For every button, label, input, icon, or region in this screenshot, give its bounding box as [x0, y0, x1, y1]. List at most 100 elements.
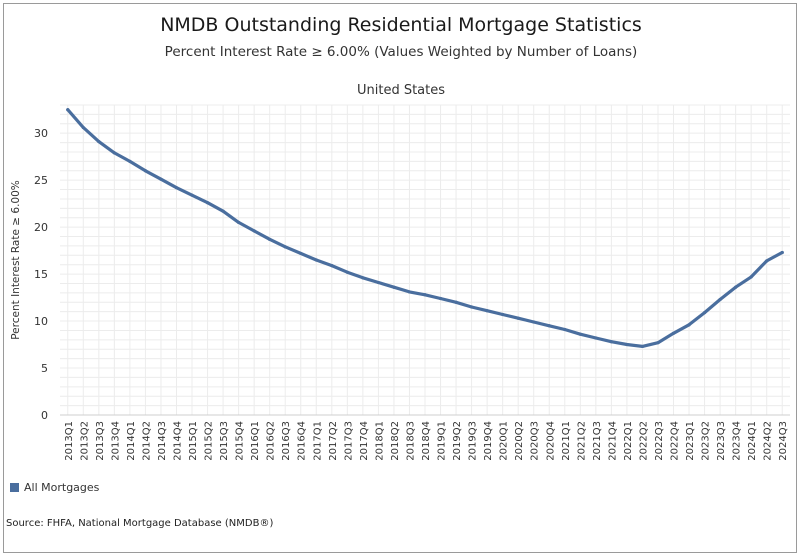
data-point	[609, 340, 613, 344]
y-tick-label: 5	[41, 362, 48, 375]
x-tick-label: 2016Q4	[297, 421, 308, 461]
data-point	[66, 108, 70, 112]
data-point	[268, 237, 272, 241]
panel-label: United States	[356, 83, 446, 98]
legend-swatch	[10, 483, 19, 492]
x-tick-label: 2022Q4	[670, 421, 681, 461]
data-point	[718, 297, 722, 302]
x-tick-label: 2017Q2	[328, 421, 339, 461]
x-tick-label: 2017Q1	[312, 421, 323, 461]
data-point	[547, 324, 551, 328]
x-tick-label: 2019Q3	[468, 421, 479, 461]
data-point	[330, 264, 334, 268]
x-tick-label: 2019Q2	[452, 421, 463, 461]
x-tick-label: 2013Q4	[110, 421, 121, 461]
data-point	[656, 341, 660, 345]
x-tick-label: 2015Q3	[219, 421, 230, 461]
data-point	[625, 342, 629, 347]
x-tick-label: 2021Q3	[592, 421, 603, 461]
data-point	[469, 305, 474, 309]
x-tick-label: 2016Q2	[266, 421, 277, 461]
y-tick-label: 10	[34, 315, 48, 328]
x-tick-label: 2020Q3	[530, 421, 541, 461]
x-tick-label: 2022Q3	[654, 421, 665, 461]
data-point	[128, 159, 132, 163]
y-axis-title: Percent Interest Rate ≥ 6.00%	[10, 180, 22, 340]
chart-frame	[3, 3, 797, 553]
data-point	[734, 285, 738, 289]
y-tick-label: 15	[34, 268, 48, 281]
x-tick-label: 2023Q1	[685, 421, 696, 461]
data-point	[749, 275, 753, 279]
x-tick-label: 2016Q3	[281, 421, 292, 461]
x-tick-label: 2017Q3	[343, 421, 354, 461]
x-tick-label: 2017Q4	[359, 421, 370, 461]
data-point	[516, 316, 520, 320]
x-tick-label: 2021Q1	[561, 421, 572, 461]
data-point	[112, 151, 116, 155]
x-tick-label: 2013Q2	[79, 421, 90, 461]
data-point	[205, 201, 210, 205]
x-tick-label: 2022Q1	[623, 421, 634, 461]
x-tick-label: 2019Q1	[437, 421, 448, 461]
y-tick-label: 30	[34, 127, 48, 140]
x-tick-label: 2023Q3	[716, 421, 727, 461]
x-tick-label: 2013Q3	[95, 421, 106, 461]
x-tick-label: 2018Q3	[405, 421, 416, 461]
x-tick-label: 2021Q2	[576, 421, 587, 461]
data-point	[780, 250, 784, 255]
x-tick-label: 2020Q4	[545, 421, 556, 461]
x-tick-label: 2024Q1	[747, 421, 758, 461]
data-point	[174, 186, 179, 190]
x-tick-label: 2013Q1	[64, 421, 75, 461]
data-point	[376, 280, 381, 285]
data-point	[392, 285, 396, 289]
x-tick-label: 2022Q2	[638, 421, 649, 461]
chart-subtitle: Percent Interest Rate ≥ 6.00% (Values We…	[164, 44, 638, 60]
data-point	[283, 245, 287, 249]
x-tick-label: 2023Q2	[701, 421, 712, 461]
x-tick-label: 2015Q4	[235, 421, 246, 461]
data-point	[532, 320, 536, 324]
x-tick-label: 2018Q2	[390, 421, 401, 461]
x-tick-label: 2016Q1	[250, 421, 261, 461]
data-point	[578, 332, 582, 336]
data-point	[640, 344, 645, 349]
data-point	[143, 169, 148, 173]
data-point	[81, 125, 85, 130]
x-tick-label: 2024Q3	[778, 421, 789, 461]
data-point	[485, 309, 489, 313]
x-tick-label: 2019Q4	[483, 421, 494, 461]
y-tick-label: 20	[34, 221, 48, 234]
data-point	[190, 193, 194, 197]
legend[interactable]: All Mortgages	[10, 481, 99, 494]
x-tick-label: 2018Q1	[374, 421, 385, 461]
data-point	[361, 276, 365, 280]
x-tick-label: 2014Q4	[172, 421, 183, 461]
data-point	[97, 140, 101, 144]
x-tick-label: 2020Q1	[499, 421, 510, 461]
line-chart: 0 5 10 15 20 25 30 Percent Interest Rate ≥ 6.00…	[10, 104, 790, 461]
data-point	[671, 331, 676, 335]
data-point	[454, 300, 458, 304]
x-tick-label: 2021Q4	[607, 421, 618, 461]
x-tick-label: 2023Q4	[732, 421, 743, 461]
x-tick-label: 2014Q1	[126, 421, 137, 461]
data-point	[765, 259, 769, 263]
y-tick-label: 25	[34, 174, 48, 187]
data-point	[314, 258, 318, 262]
x-tick-label: 2018Q4	[421, 421, 432, 461]
data-point	[501, 312, 505, 317]
source-note: Source: FHFA, National Mortgage Database…	[6, 518, 274, 529]
chart-title: NMDB Outstanding Residential Mortgage St…	[160, 14, 642, 36]
data-point	[702, 311, 707, 315]
x-tick-label: 2014Q2	[141, 421, 152, 461]
data-point	[159, 177, 163, 181]
data-point	[438, 296, 443, 301]
x-tick-label: 2014Q3	[157, 421, 168, 461]
data-point	[299, 251, 303, 256]
data-point	[345, 270, 349, 274]
data-point	[563, 327, 567, 332]
legend-label: All Mortgages	[24, 481, 100, 494]
data-point	[423, 293, 427, 297]
